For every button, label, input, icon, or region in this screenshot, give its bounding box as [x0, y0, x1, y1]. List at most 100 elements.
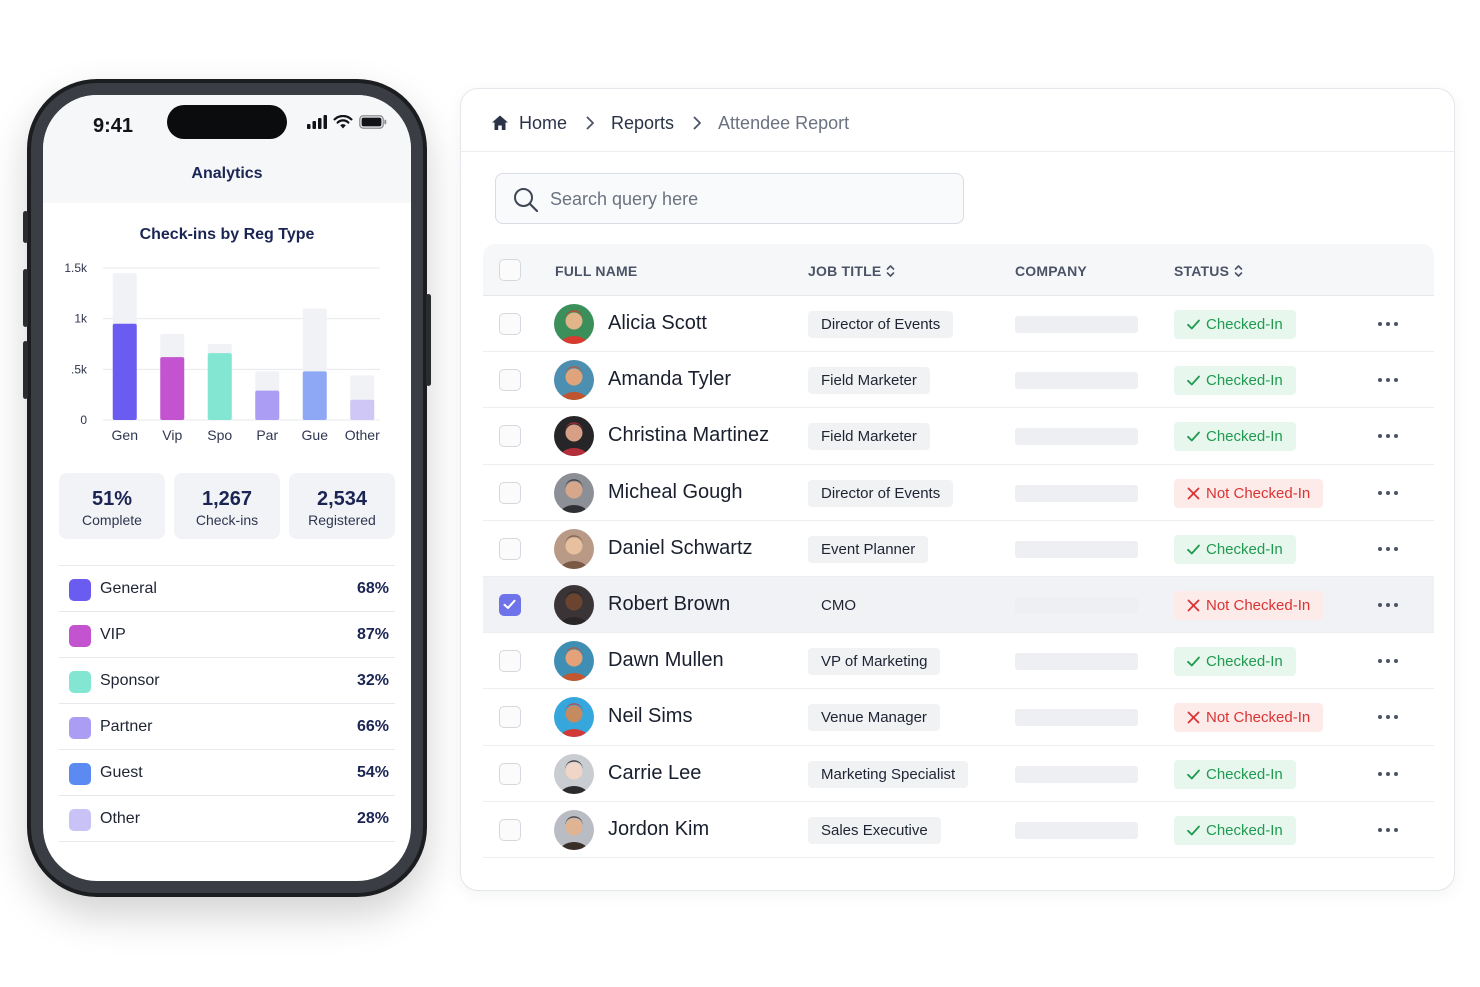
divider: [461, 151, 1454, 152]
job-title-tag: Director of Events: [808, 479, 954, 507]
status-label: Not Checked-In: [1206, 484, 1311, 502]
table-row[interactable]: Carrie Lee Marketing Specialist Checked-In: [483, 746, 1434, 802]
company-placeholder: [1015, 484, 1138, 502]
job-title-tag: CMO: [808, 591, 869, 619]
status-badge: Checked-In: [1174, 815, 1296, 845]
avatar: [554, 304, 594, 344]
phone-screen: 9:41: [43, 95, 411, 881]
table-row[interactable]: Amanda Tyler Field Marketer Checked-In: [483, 352, 1434, 409]
more-options-icon[interactable]: [1378, 479, 1398, 507]
row-checkbox[interactable]: [499, 425, 521, 448]
x-tick-label: Gue: [302, 427, 329, 443]
row-checkbox[interactable]: [499, 762, 521, 785]
company-placeholder: [1015, 372, 1138, 390]
x-tick-label: Vip: [162, 427, 182, 443]
reg-type-percent: 66%: [356, 718, 389, 735]
table-row[interactable]: Neil Sims Venue Manager Not Checked-In: [483, 689, 1434, 746]
color-swatch: [69, 763, 91, 785]
stat-value: 51%: [91, 488, 133, 510]
more-options-icon[interactable]: [1378, 310, 1398, 338]
column-label: FULL NAME: [555, 263, 638, 279]
company-placeholder: [1015, 428, 1138, 446]
breadcrumb-reports[interactable]: Reports: [611, 112, 675, 133]
table-row[interactable]: Micheal Gough Director of Events Not Check…: [483, 465, 1434, 521]
avatar: [554, 809, 594, 850]
more-options-icon[interactable]: [1378, 535, 1398, 563]
table-row[interactable]: Alicia Scott Director of Events Checked-In: [483, 296, 1434, 353]
more-options-icon[interactable]: [1378, 647, 1398, 675]
reg-type-percent: 32%: [356, 672, 389, 689]
row-checkbox[interactable]: [499, 313, 521, 335]
search-icon: [514, 188, 539, 213]
row-checkbox[interactable]: [499, 537, 521, 560]
status-label: Checked-In: [1206, 765, 1283, 783]
more-options-icon[interactable]: [1378, 703, 1398, 731]
reg-type-row: Other 28%: [59, 796, 395, 842]
select-all-checkbox[interactable]: [499, 259, 521, 281]
more-options-icon[interactable]: [1378, 591, 1398, 619]
status-label: Checked-In: [1206, 372, 1283, 390]
row-checkbox[interactable]: [499, 650, 521, 673]
company-placeholder: [1015, 596, 1138, 614]
status-badge: Checked-In: [1174, 310, 1296, 339]
phone-action-button: [23, 211, 28, 243]
more-options-icon[interactable]: [1378, 760, 1398, 788]
check-icon: [1187, 825, 1200, 836]
table-body: Alicia Scott Director of Events Checked-In…: [483, 296, 1434, 858]
phone-volume-up-button: [23, 269, 28, 327]
row-checkbox[interactable]: [499, 593, 521, 616]
y-tick-label: 1.5k: [64, 261, 88, 275]
check-icon: [1187, 375, 1200, 386]
reg-type-name: Guest: [100, 764, 143, 781]
table-row[interactable]: Jordon Kim Sales Executive Checked-In: [483, 802, 1434, 858]
column-status[interactable]: STATUS: [1174, 263, 1243, 279]
bar-gen: [112, 323, 137, 420]
column-full-name[interactable]: FULL NAME: [555, 263, 637, 279]
status-badge: Checked-In: [1174, 647, 1296, 677]
x-tick-label: Gen: [112, 427, 138, 443]
more-options-icon[interactable]: [1378, 422, 1398, 450]
color-swatch: [69, 671, 91, 693]
home-icon[interactable]: [491, 114, 509, 132]
more-options-icon[interactable]: [1378, 366, 1398, 394]
reg-type-name: General: [100, 580, 157, 597]
y-tick-label: 0: [80, 413, 87, 427]
job-title-tag: Sales Executive: [808, 816, 941, 844]
column-company[interactable]: COMPANY: [1015, 263, 1087, 279]
page-title: Analytics: [191, 165, 263, 182]
column-job-title[interactable]: JOB TITLE: [808, 263, 895, 279]
status-label: Not Checked-In: [1206, 709, 1311, 727]
reg-type-name: Sponsor: [100, 672, 160, 689]
breadcrumb-home[interactable]: Home: [519, 112, 568, 133]
table-row[interactable]: Daniel Schwartz Event Planner Checked-In: [483, 521, 1434, 577]
chart-title: Check-ins by Reg Type: [139, 226, 315, 243]
avatar: [554, 753, 594, 794]
search-input[interactable]: [550, 184, 950, 214]
search-box[interactable]: [495, 173, 964, 224]
row-checkbox[interactable]: [499, 369, 521, 392]
status-badge: Not Checked-In: [1174, 590, 1324, 620]
attendee-name: Micheal Gough: [608, 480, 743, 503]
check-icon: [1187, 769, 1200, 779]
attendee-name: Robert Brown: [608, 592, 731, 615]
table-row[interactable]: Dawn Mullen VP of Marketing Checked-In: [483, 633, 1434, 690]
stat-label: Check-ins: [195, 512, 259, 528]
more-options-icon[interactable]: [1378, 816, 1398, 844]
breadcrumb: Home Reports Attendee Report: [491, 111, 849, 135]
x-tick-label: Par: [256, 427, 278, 443]
row-checkbox[interactable]: [499, 706, 521, 729]
avatar: [554, 472, 594, 513]
check-icon: [1187, 544, 1200, 555]
row-checkbox[interactable]: [499, 818, 521, 841]
checkins-bar-chart: 0 .5k 1k 1.5k Gen Vip Spo Par Gue Other: [64, 261, 380, 443]
status-label: Checked-In: [1206, 653, 1283, 671]
row-checkbox[interactable]: [499, 481, 521, 504]
reg-type-percent: 54%: [356, 764, 389, 781]
reg-type-row: Partner 66%: [59, 704, 395, 750]
table-row[interactable]: Christina Martinez Field Marketer Checked-…: [483, 408, 1434, 465]
reg-type-percent: 28%: [356, 810, 389, 827]
reg-type-name: Partner: [100, 718, 153, 735]
status-label: Checked-In: [1206, 540, 1283, 558]
table-row[interactable]: Robert Brown CMO Not Checked-In: [483, 576, 1434, 634]
color-swatch: [69, 579, 91, 601]
